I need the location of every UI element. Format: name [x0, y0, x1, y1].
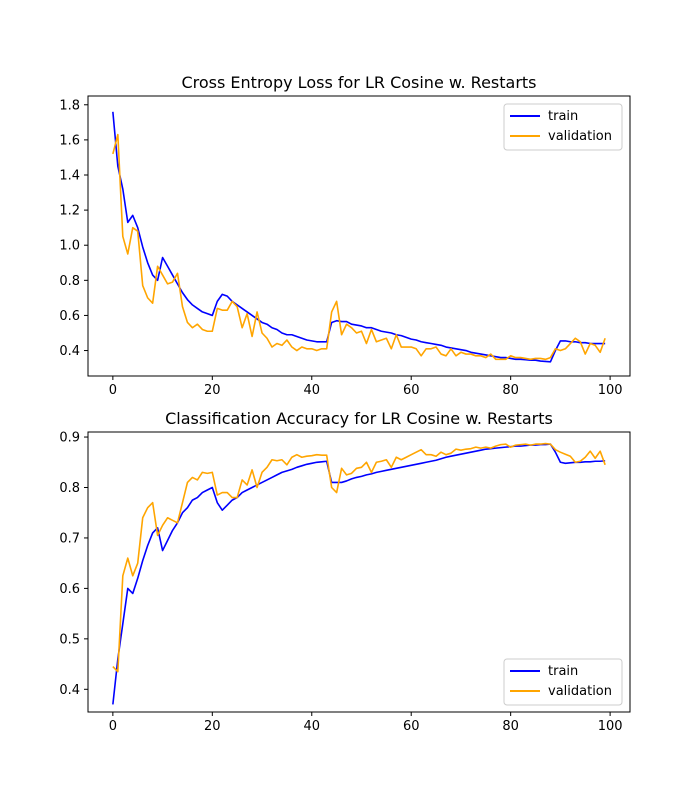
accuracy-x-tick-label: 100 [598, 719, 623, 734]
loss-x-tick-label: 40 [303, 383, 320, 398]
accuracy-legend-validation-label: validation [548, 684, 612, 699]
accuracy-y-tick-label: 0.5 [59, 632, 80, 647]
accuracy-series-lines [112, 442, 606, 705]
loss-chart-title: Cross Entropy Loss for LR Cosine w. Rest… [181, 73, 536, 92]
accuracy-y-tick-label: 0.8 [59, 481, 80, 496]
loss-y-tick-label: 1.0 [59, 239, 80, 254]
loss-axis-ticks: 0 20 40 60 80 100 0.4 0.6 0.8 1.0 1.2 1.4 1.6 1.8 [59, 98, 622, 398]
accuracy-x-tick-label: 0 [109, 719, 117, 734]
accuracy-y-tick-label: 0.4 [59, 683, 80, 698]
loss-y-tick-label: 1.6 [59, 133, 80, 148]
accuracy-chart: Classification Accuracy for LR Cosine w.… [59, 409, 631, 734]
loss-x-tick-label: 60 [403, 383, 420, 398]
loss-y-tick-label: 0.4 [59, 344, 80, 359]
loss-series-validation-line [112, 133, 606, 361]
loss-x-tick-label: 20 [204, 383, 221, 398]
accuracy-axis-ticks: 0 20 40 60 80 100 0.4 0.5 0.6 0.7 0.8 0.9 [59, 431, 622, 734]
loss-series-lines [112, 111, 606, 363]
accuracy-series-train-line [112, 443, 606, 705]
accuracy-plot-frame [87, 431, 631, 713]
loss-y-tick-label: 0.6 [59, 309, 80, 324]
loss-x-tick-label: 80 [502, 383, 519, 398]
loss-legend-train-label: train [548, 109, 578, 124]
loss-series-train-line [112, 111, 606, 363]
loss-y-tick-label: 1.2 [59, 204, 80, 219]
accuracy-y-tick-label: 0.7 [59, 531, 80, 546]
accuracy-x-tick-label: 80 [502, 719, 519, 734]
loss-y-tick-label: 0.8 [59, 274, 80, 289]
loss-x-tick-label: 100 [598, 383, 623, 398]
accuracy-y-tick-label: 0.9 [59, 431, 80, 446]
accuracy-x-tick-label: 40 [303, 719, 320, 734]
loss-chart: Cross Entropy Loss for LR Cosine w. Rest… [59, 73, 631, 398]
loss-y-tick-label: 1.4 [59, 168, 80, 183]
accuracy-chart-title: Classification Accuracy for LR Cosine w.… [165, 409, 553, 428]
accuracy-series-validation-line [112, 442, 606, 673]
accuracy-legend-train-label: train [548, 664, 578, 679]
accuracy-legend: train validation [503, 658, 623, 706]
loss-x-tick-label: 0 [109, 383, 117, 398]
loss-y-tick-label: 1.8 [59, 98, 80, 113]
loss-legend: train validation [503, 103, 623, 151]
accuracy-y-tick-label: 0.6 [59, 582, 80, 597]
accuracy-x-tick-label: 20 [204, 719, 221, 734]
loss-legend-validation-label: validation [548, 129, 612, 144]
loss-plot-frame [87, 95, 631, 377]
accuracy-x-tick-label: 60 [403, 719, 420, 734]
